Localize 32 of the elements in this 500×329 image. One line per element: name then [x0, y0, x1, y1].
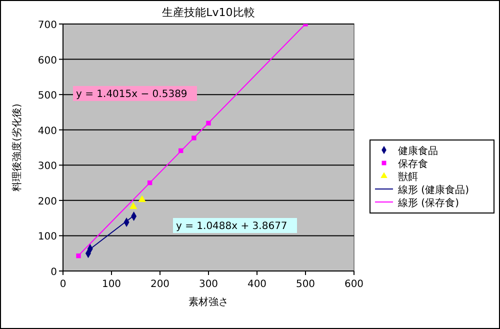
x-tick-label: 100 [102, 279, 122, 290]
x-tick-label: 600 [344, 279, 364, 290]
point [178, 148, 184, 154]
y-tick-label: 600 [38, 55, 57, 66]
x-tick-label: 200 [150, 279, 170, 290]
y-tick-label: 500 [38, 90, 57, 102]
y-tick-label: 700 [38, 20, 57, 31]
legend-label: 線形 (健康食品) [397, 184, 470, 196]
x-tick-label: 300 [198, 279, 218, 290]
y-tick-label: 400 [38, 126, 57, 137]
y-tick-label: 0 [50, 267, 57, 278]
y-tick-label: 300 [38, 161, 57, 172]
legend-label: 保存食 [398, 158, 428, 170]
x-axis-title: 素材強さ [188, 296, 228, 308]
legend-label: 線形 (保存食) [397, 197, 460, 209]
point [129, 202, 138, 210]
point [206, 120, 211, 126]
annotation: y = 1.0488x + 3.8677 [176, 221, 288, 232]
x-tick-label: 0 [60, 279, 66, 290]
legend-label: 獣餌 [398, 171, 418, 183]
point [138, 195, 146, 202]
point [192, 136, 196, 140]
legend-label: 健康食品 [398, 145, 438, 157]
y-tick-label: 200 [38, 196, 57, 208]
y-axis-title: 料理後強度(劣化後) [11, 104, 23, 192]
y-tick-label: 100 [38, 232, 57, 243]
annotation: y = 1.4015x − 0.5389 [76, 89, 188, 100]
x-tick-label: 400 [247, 279, 267, 290]
point [76, 253, 81, 258]
point [147, 180, 152, 186]
x-tick-label: 500 [296, 279, 316, 290]
chart-title: 生産技能Lv10比較 [162, 6, 255, 19]
